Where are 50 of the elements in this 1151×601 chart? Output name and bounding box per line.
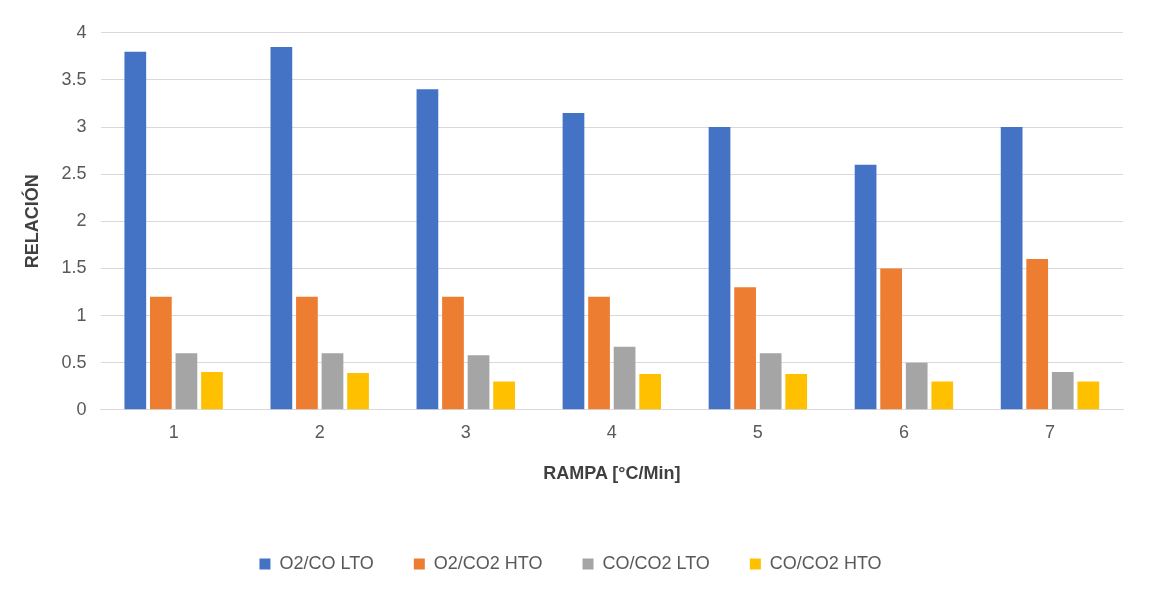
bar [347, 373, 369, 410]
legend-label: CO/CO2 HTO [769, 552, 882, 573]
bar [708, 127, 731, 410]
y-tick-label: 0 [76, 398, 87, 419]
bar [1077, 381, 1100, 410]
bar [150, 296, 172, 410]
bar [467, 355, 490, 410]
bar [880, 268, 902, 410]
legend-label: CO/CO2 LTO [602, 552, 710, 573]
bar [639, 373, 662, 410]
bar [321, 353, 344, 410]
bar [588, 296, 610, 410]
x-tick-label: 5 [752, 421, 763, 442]
x-tick-label: 3 [460, 421, 471, 442]
x-tick-label: 6 [898, 421, 909, 442]
y-tick-label: 3.5 [61, 68, 87, 89]
y-tick-label: 4 [76, 21, 87, 42]
legend-label: O2/CO LTO [279, 552, 374, 573]
legend-label: O2/CO2 HTO [433, 552, 543, 573]
x-tick-label: 1 [168, 421, 179, 442]
bar [562, 112, 585, 410]
bar [905, 362, 928, 410]
y-tick-label: 2.5 [61, 163, 87, 184]
x-tick-label: 4 [606, 421, 617, 442]
bar [1051, 372, 1074, 410]
bar [785, 373, 808, 410]
bar [854, 164, 877, 410]
bar [493, 381, 515, 410]
y-tick-label: 3 [76, 116, 87, 137]
bar [1000, 127, 1023, 410]
bar [416, 89, 439, 410]
bar [175, 353, 198, 410]
y-axis-title: RELACIÓN [20, 174, 42, 269]
bar [124, 51, 147, 410]
x-tick-label: 2 [314, 421, 325, 442]
bar [931, 381, 954, 410]
bar [270, 46, 293, 410]
bar [734, 287, 756, 410]
bar [296, 296, 318, 410]
x-tick-label: 7 [1044, 421, 1055, 442]
bar [759, 353, 782, 410]
y-tick-label: 0.5 [61, 351, 87, 372]
y-tick-label: 1 [76, 304, 87, 325]
y-tick-label: 1.5 [61, 257, 87, 278]
x-axis-title: RAMPA [°C/Min] [543, 463, 681, 484]
bar [201, 372, 223, 410]
y-tick-label: 2 [76, 210, 87, 231]
bar [613, 346, 636, 410]
bar [442, 296, 464, 410]
bar [1026, 259, 1049, 410]
